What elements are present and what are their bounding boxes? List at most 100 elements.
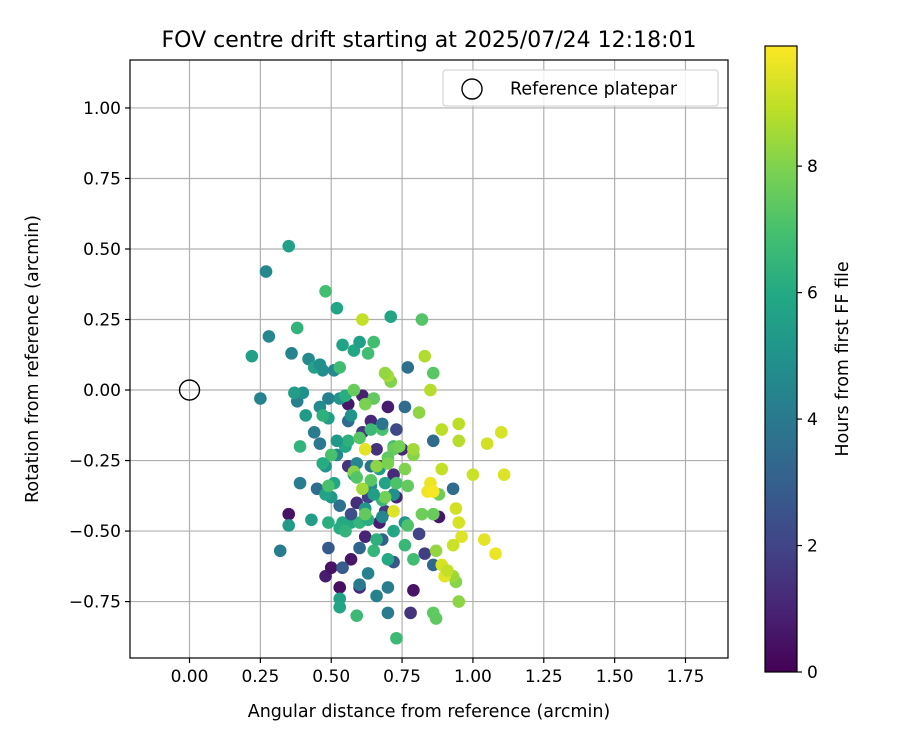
data-point (401, 361, 415, 374)
data-point (356, 313, 369, 326)
x-tick-label: 1.75 (667, 667, 705, 687)
data-point (415, 507, 429, 521)
data-point (322, 541, 335, 555)
data-point (401, 479, 415, 493)
data-point (426, 366, 440, 380)
y-tick-label: −0.50 (69, 522, 121, 542)
data-point (435, 423, 449, 436)
data-point (375, 510, 389, 524)
data-point (452, 595, 466, 608)
data-point (313, 358, 327, 371)
data-point (322, 392, 335, 405)
data-point (378, 476, 392, 490)
data-point (333, 600, 347, 614)
x-tick-label: 1.25 (525, 667, 563, 687)
data-point (497, 468, 511, 481)
x-tick-label: 0.50 (312, 667, 350, 687)
data-point (452, 417, 466, 431)
data-point (429, 544, 443, 558)
data-point (350, 471, 364, 484)
reference-point (178, 379, 201, 401)
colorbar-tick-label: 6 (807, 284, 818, 304)
data-point (293, 476, 307, 490)
y-axis-label: Rotation from reference (arcmin) (23, 215, 43, 503)
legend: Reference platepar (442, 69, 719, 107)
data-point (452, 516, 466, 529)
data-point (322, 516, 335, 529)
data-point (494, 426, 508, 439)
data-point (390, 631, 403, 645)
x-tick-label: 0.00 (171, 667, 209, 687)
colorbar: 0 2 4 6 8 Hours from first FF file (764, 45, 853, 683)
data-point (429, 612, 443, 625)
data-point (319, 285, 332, 298)
data-point (381, 581, 395, 594)
data-point (290, 321, 304, 335)
data-point (381, 606, 395, 620)
data-point (364, 473, 378, 487)
data-point (282, 519, 296, 532)
chart-title: FOV centre drift starting at 2025/07/24 … (162, 28, 697, 53)
data-point (330, 434, 344, 448)
data-point (390, 423, 403, 436)
data-point (330, 301, 344, 315)
data-point (384, 310, 398, 323)
y-tick-label: −0.25 (69, 452, 121, 472)
x-tick-label: 1.00 (454, 667, 492, 687)
plot-frame (129, 59, 729, 659)
data-point (367, 488, 381, 501)
colorbar-tick-label: 2 (807, 537, 818, 557)
data-point (370, 442, 383, 456)
data-point (390, 476, 403, 490)
data-point (378, 490, 392, 504)
data-point (324, 561, 338, 575)
data-point (426, 485, 440, 498)
data-point (415, 313, 429, 326)
y-tick-label: −0.75 (69, 593, 121, 613)
data-point (370, 533, 383, 546)
data-point (358, 442, 372, 456)
colorbar-ticks: 0 2 4 6 8 (797, 157, 818, 683)
legend-box (442, 69, 719, 107)
data-point (282, 507, 296, 521)
grid (130, 60, 728, 658)
data-point (259, 265, 273, 278)
data-point (336, 561, 349, 575)
data-point (273, 544, 287, 558)
data-point (398, 538, 412, 552)
colorbar-tick-label: 4 (807, 410, 818, 430)
x-axis-label: Angular distance from reference (arcmin) (248, 702, 611, 722)
legend-marker-reference (461, 78, 483, 100)
data-point (282, 239, 296, 253)
data-point (358, 397, 372, 411)
data-point (404, 606, 417, 620)
data-point (381, 552, 395, 566)
data-point (387, 505, 400, 518)
y-tick-label: 1.00 (83, 99, 121, 119)
data-point (455, 530, 468, 544)
data-point (316, 457, 330, 470)
data-point (333, 499, 347, 512)
data-point (353, 431, 366, 445)
data-point (344, 507, 358, 521)
data-point (353, 578, 366, 591)
y-tick-label: 0.00 (83, 381, 121, 401)
data-point (356, 482, 369, 496)
data-point (489, 547, 502, 560)
data-point (387, 524, 400, 538)
data-point (324, 448, 338, 462)
data-point (358, 507, 372, 521)
data-point (407, 552, 420, 566)
data-point (307, 426, 321, 439)
data-point (367, 544, 381, 558)
data-point (350, 609, 364, 622)
data-point (398, 462, 412, 476)
data-point (333, 581, 347, 594)
data-point (344, 552, 358, 566)
data-point (477, 533, 491, 546)
data-points (245, 239, 511, 645)
data-point (336, 338, 349, 352)
colorbar-tick-label: 8 (807, 157, 818, 177)
data-point (435, 462, 449, 476)
